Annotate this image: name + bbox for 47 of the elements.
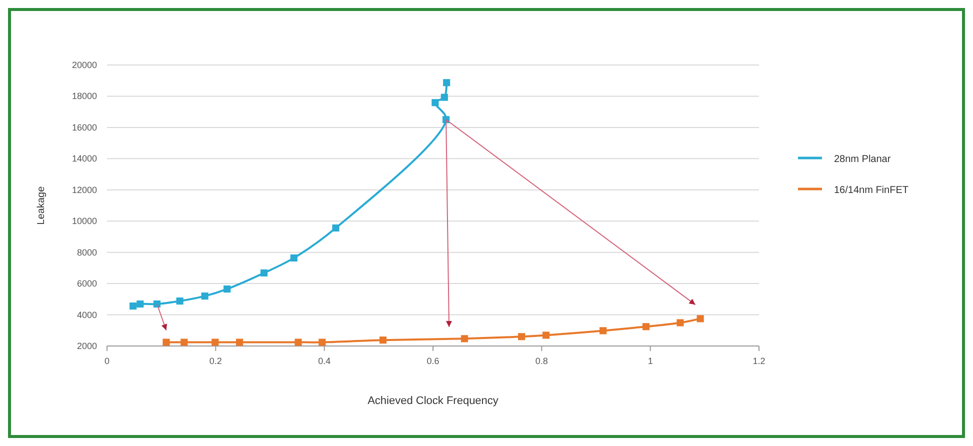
point — [180, 338, 188, 346]
y-tick-label: 2000 — [76, 341, 97, 351]
point — [332, 224, 340, 232]
point — [642, 323, 650, 330]
y-tick-label: 8000 — [76, 247, 97, 258]
point — [379, 336, 387, 344]
point — [130, 302, 137, 310]
point — [260, 269, 268, 276]
point — [432, 99, 439, 106]
y-tick-label: 16000 — [72, 122, 97, 132]
point — [600, 327, 607, 334]
point — [162, 338, 170, 346]
x-tick-label: 0.2 — [209, 356, 222, 366]
point — [440, 94, 448, 101]
point — [290, 254, 298, 262]
point — [212, 338, 219, 346]
y-tick-label: 6000 — [76, 278, 97, 289]
point — [294, 338, 302, 346]
x-tick-label: 1.2 — [752, 356, 766, 366]
point — [318, 338, 326, 346]
point — [542, 332, 550, 339]
point — [443, 79, 450, 86]
point — [676, 319, 684, 326]
x-tick-label: 0 — [104, 356, 110, 366]
point — [176, 298, 184, 305]
point — [153, 300, 161, 308]
legend-label: 16/14nm FinFET — [834, 185, 908, 196]
y-tick-label: 18000 — [72, 91, 97, 102]
legend-label: 28nm Planar — [834, 154, 892, 165]
y-tick-label: 12000 — [72, 184, 97, 195]
point — [201, 292, 208, 300]
point — [460, 335, 468, 342]
point — [696, 315, 704, 322]
x-tick-label: 0.6 — [426, 356, 440, 366]
y-tick-label: 14000 — [72, 154, 97, 164]
point — [136, 300, 144, 308]
x-tick-label: 1 — [648, 356, 653, 366]
point — [236, 338, 244, 346]
point — [518, 333, 526, 340]
x-tick-label: 0.4 — [318, 356, 331, 366]
x-tick-label: 0.8 — [535, 356, 548, 366]
y-tick-label: 20000 — [72, 60, 97, 70]
y-axis-title: Leakage — [36, 186, 47, 225]
point — [224, 285, 231, 293]
x-axis-title: Achieved Clock Frequency — [368, 395, 499, 407]
y-tick-label: 4000 — [76, 310, 97, 320]
y-tick-label: 10000 — [72, 216, 97, 226]
